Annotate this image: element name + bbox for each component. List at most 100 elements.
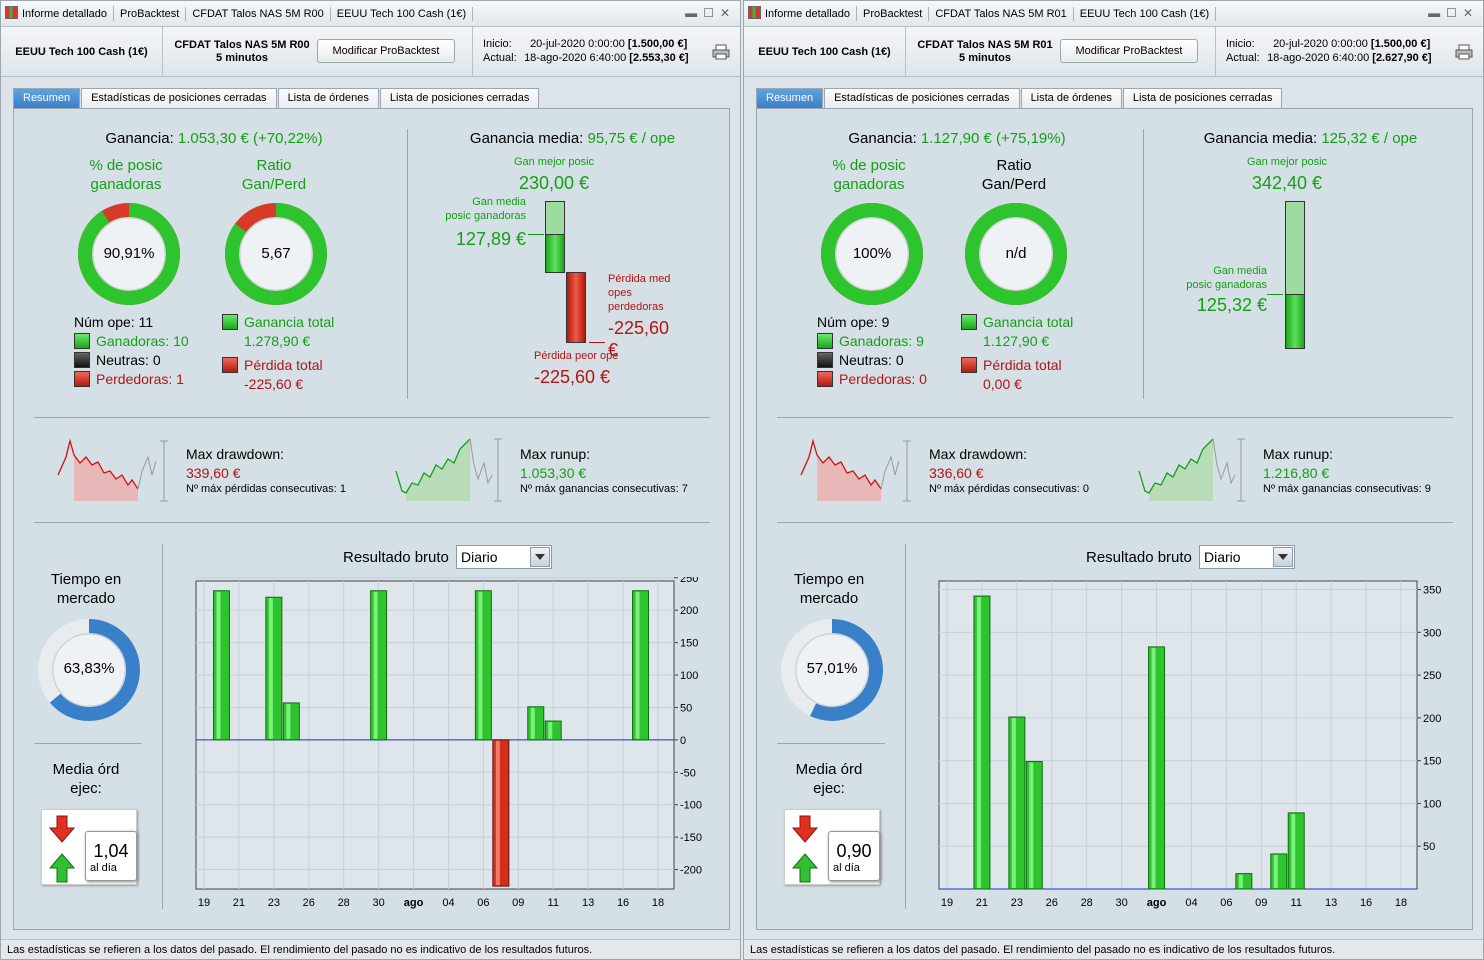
- media-ord-value: 1,04: [93, 841, 129, 861]
- orders-arrows-icon: [791, 815, 819, 883]
- tab-lista-ordenes[interactable]: Lista de órdenes: [1020, 88, 1122, 108]
- divider: [407, 129, 408, 399]
- ganancia-media-line: Ganancia media: 95,75 € / ope: [414, 130, 731, 147]
- tab-resumen[interactable]: Resumen: [756, 88, 824, 108]
- timeframe-label: 5 minutos: [216, 52, 268, 64]
- media-ord-box: [828, 831, 880, 881]
- perdida-bar: [566, 272, 586, 343]
- bar-positive: [212, 590, 230, 741]
- max-ganancias-consec: Nº máx ganancias consecutivas: 9: [1263, 483, 1431, 495]
- gan-media-arrow-icon: [528, 234, 544, 235]
- x-tick-label: 28: [1081, 897, 1093, 909]
- max-runup-value: 1.053,30 €: [520, 465, 587, 481]
- ganancia-media-value: 95,75 € / ope: [587, 130, 676, 147]
- ring-fill: [78, 203, 180, 305]
- divider: [777, 522, 1453, 523]
- report-panel-right: Informe detallado ProBacktest CFDAT Talo…: [743, 0, 1484, 960]
- tab-lista-posiciones[interactable]: Lista de posiciones cerradas: [379, 88, 540, 108]
- ratio-value: n/d: [1005, 245, 1027, 262]
- strategy-name: CFDAT Talos NAS 5M R00 5 minutos: [173, 39, 311, 65]
- close-icon[interactable]: ✕: [719, 6, 736, 20]
- max-drawdown-label: Max drawdown:: [929, 446, 1028, 462]
- ganadoras-value: 10: [173, 333, 189, 349]
- ganancia-total-square-icon: [222, 314, 238, 330]
- y-tick-label: 300: [1423, 627, 1441, 639]
- bar-positive: [973, 595, 991, 890]
- tab-informe[interactable]: Informe detallado: [744, 6, 857, 21]
- tab-probacktest[interactable]: ProBacktest: [114, 6, 187, 21]
- inicio-value: [1.500,00 €]: [627, 38, 688, 50]
- tab-instrument[interactable]: EEUU Tech 100 Cash (1€): [331, 6, 474, 21]
- x-tick-label: 21: [976, 897, 988, 909]
- dates-section: Inicio: 20-jul-2020 0:00:00 [1.500,00 €]…: [1216, 27, 1483, 77]
- perdedoras-label: Perdedoras:: [839, 371, 916, 387]
- num-ope-value: 11: [138, 314, 154, 330]
- tab-resumen[interactable]: Resumen: [13, 88, 81, 108]
- period-dropdown[interactable]: Diario: [1199, 545, 1295, 569]
- divider: [162, 544, 163, 909]
- tab-lista-ordenes[interactable]: Lista de órdenes: [277, 88, 379, 108]
- max-ganancias-value: 7: [681, 483, 688, 495]
- ganancia-label: Ganancia:: [848, 130, 917, 147]
- period-dropdown[interactable]: Diario: [456, 545, 552, 569]
- bar-positive: [1235, 873, 1253, 890]
- y-tick-label: 0: [680, 735, 686, 747]
- y-tick-label: 100: [1423, 798, 1441, 810]
- tab-instrument[interactable]: EEUU Tech 100 Cash (1€): [1074, 6, 1217, 21]
- neutras-square-icon: [74, 352, 90, 368]
- ganadoras-label: Ganadoras:: [96, 333, 170, 349]
- tiempo-mercado-value: 57,01%: [806, 660, 858, 677]
- max-perdidas-label: Nº máx pérdidas consecutivas:: [929, 483, 1080, 495]
- tab-strategy[interactable]: CFDAT Talos NAS 5M R00: [186, 6, 331, 21]
- printer-icon[interactable]: [712, 44, 730, 60]
- disclaimer-footer: Las estadísticas se refieren a los datos…: [1, 939, 740, 959]
- minimize-icon[interactable]: ▬: [685, 6, 704, 20]
- printer-icon[interactable]: [1455, 44, 1473, 60]
- modify-probacktest-button[interactable]: Modificar ProBacktest: [1060, 39, 1198, 63]
- max-perdidas-consec: Nº máx pérdidas consecutivas: 0: [929, 483, 1089, 495]
- ganancia-total-square-icon: [961, 314, 977, 330]
- maximize-icon[interactable]: ☐: [703, 6, 720, 20]
- perdida-total-square-icon: [222, 357, 238, 373]
- perdida-med-label: Pérdida med opes perdedoras: [608, 273, 671, 313]
- tab-estadisticas[interactable]: Estadísticas de posiciones cerradas: [824, 88, 1020, 108]
- runup-sparkline: [1138, 438, 1245, 502]
- window-controls[interactable]: ▬☐✕: [1428, 6, 1479, 20]
- window-controls[interactable]: ▬☐✕: [685, 6, 736, 20]
- window-titlebar: Informe detallado ProBacktest CFDAT Talo…: [1, 1, 740, 27]
- bar-positive: [1148, 646, 1166, 890]
- y-tick-label: 250: [1423, 670, 1441, 682]
- tab-estadisticas[interactable]: Estadísticas de posiciones cerradas: [81, 88, 277, 108]
- maximize-icon[interactable]: ☐: [1446, 6, 1463, 20]
- max-drawdown-value: 339,60 €: [186, 465, 241, 481]
- modify-probacktest-button[interactable]: Modificar ProBacktest: [317, 39, 455, 63]
- perdida-med-value: -225,60 €: [608, 318, 670, 360]
- resultado-bruto-label: Resultado bruto: [343, 549, 449, 566]
- y-tick-label: 100: [680, 670, 698, 682]
- x-tick-label: 06: [477, 897, 489, 909]
- chevron-down-icon[interactable]: [530, 547, 550, 567]
- tab-probacktest[interactable]: ProBacktest: [857, 6, 930, 21]
- neutras-square-icon: [817, 352, 833, 368]
- media-ord-box: [85, 831, 137, 881]
- max-drawdown-value: 336,60 €: [929, 465, 984, 481]
- x-tick-label: 30: [372, 897, 384, 909]
- chevron-down-icon[interactable]: [1273, 547, 1293, 567]
- resultado-bruto-label: Resultado bruto: [1086, 549, 1192, 566]
- y-tick-label: 150: [680, 638, 698, 650]
- minimize-icon[interactable]: ▬: [1428, 6, 1447, 20]
- tab-informe[interactable]: Informe detallado: [1, 6, 114, 21]
- y-tick-label: -150: [680, 832, 702, 844]
- x-tick-label: 06: [1220, 897, 1232, 909]
- media-ord-title: Media órd ejec:: [52, 761, 120, 797]
- tab-lista-posiciones[interactable]: Lista de posiciones cerradas: [1122, 88, 1283, 108]
- close-icon[interactable]: ✕: [1462, 6, 1479, 20]
- ratio-value: 5,67: [261, 245, 291, 262]
- tiempo-mercado-ring: [38, 619, 140, 721]
- bar-highlight: [635, 591, 640, 739]
- max-runup-label: Max runup:: [520, 446, 591, 462]
- max-perdidas-value: 1: [339, 483, 346, 495]
- tab-strategy[interactable]: CFDAT Talos NAS 5M R01: [929, 6, 1074, 21]
- ganadoras-value: 9: [916, 333, 924, 349]
- period-dropdown-value: Diario: [461, 549, 498, 565]
